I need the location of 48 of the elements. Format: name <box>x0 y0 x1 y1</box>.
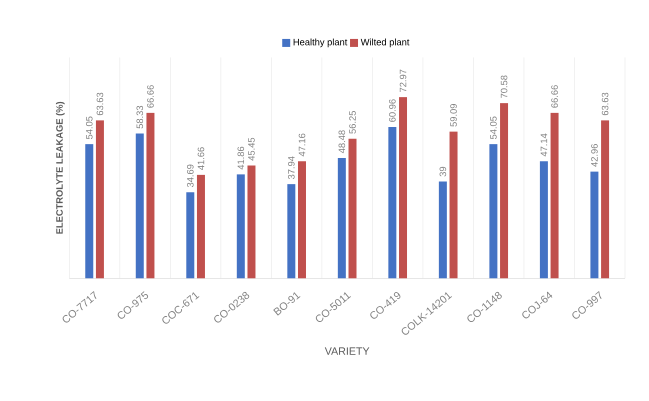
data-label: 41.66 <box>198 147 204 170</box>
bar <box>247 166 256 278</box>
bar <box>136 134 144 278</box>
data-label: 58.33 <box>136 106 144 128</box>
bar <box>338 158 346 278</box>
bar <box>85 144 94 278</box>
bar <box>500 103 508 278</box>
bar <box>550 112 559 278</box>
bar <box>601 120 610 278</box>
data-label: 66.66 <box>551 85 558 108</box>
bar <box>399 97 408 278</box>
bar <box>388 127 396 278</box>
data-label: 56.25 <box>349 111 356 134</box>
data-label: 63.63 <box>96 92 104 116</box>
data-label: 48.48 <box>338 130 346 154</box>
bar <box>186 192 194 278</box>
bar <box>287 184 296 278</box>
bar <box>236 174 245 278</box>
data-label: 42.96 <box>591 144 598 167</box>
data-label: 72.97 <box>400 70 406 92</box>
bar <box>196 174 205 278</box>
data-label: 59.09 <box>450 104 457 127</box>
data-label: 47.14 <box>540 134 548 156</box>
bar <box>450 132 458 278</box>
data-label: 37.94 <box>288 156 295 180</box>
bar <box>540 161 548 278</box>
data-label: 60.96 <box>389 99 396 122</box>
data-label: 66.66 <box>147 85 154 108</box>
data-label: 54.05 <box>490 116 497 140</box>
data-label: 63.63 <box>602 92 608 116</box>
x-axis-title: VARIETY <box>324 347 370 355</box>
bar <box>489 144 498 278</box>
data-label: 41.86 <box>238 146 244 170</box>
bar <box>438 182 447 278</box>
bar <box>298 161 306 278</box>
data-label: 34.69 <box>187 164 194 188</box>
legend-label: Wilted plant <box>360 38 410 48</box>
legend-label: Healthy plant <box>294 38 348 48</box>
data-label: 47.16 <box>298 134 306 156</box>
data-label: 45.45 <box>248 138 255 161</box>
bar <box>348 138 357 278</box>
bar <box>590 172 598 278</box>
bar <box>146 112 154 278</box>
data-label: 70.58 <box>500 75 508 98</box>
y-axis-title: ELECTROLYTE LEAKAGE (%) <box>56 102 65 234</box>
data-label: 39 <box>440 166 446 176</box>
bar <box>96 120 104 278</box>
data-label: 54.05 <box>86 116 93 140</box>
